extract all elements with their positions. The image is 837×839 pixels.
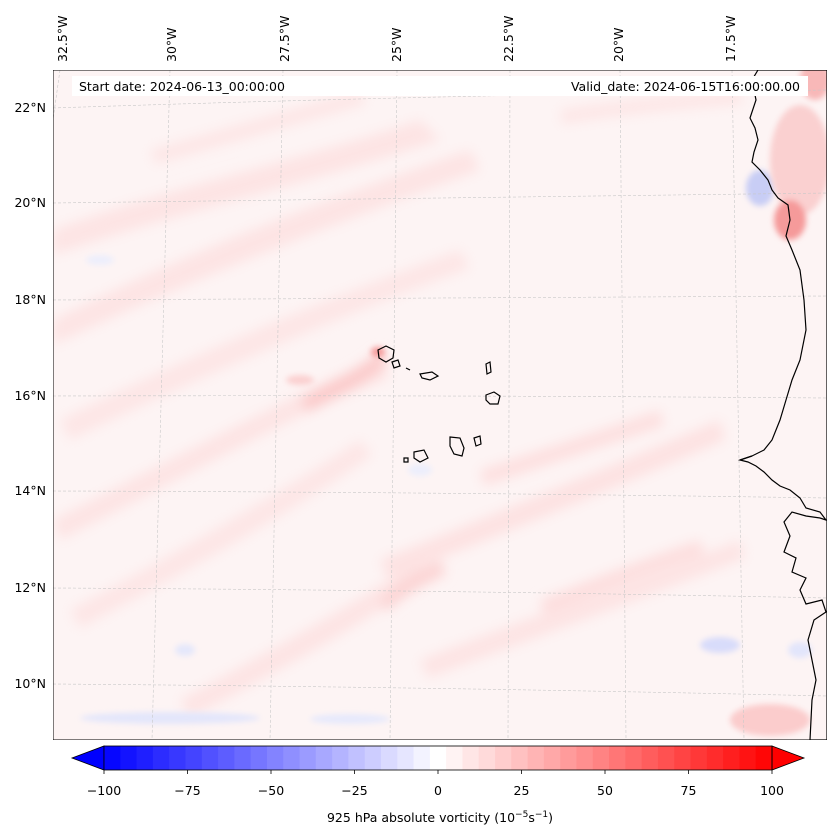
colorbar-cell xyxy=(739,746,757,770)
colorbar-cell xyxy=(576,746,594,770)
map-panel xyxy=(53,70,827,740)
start-date: Start date: 2024-06-13_00:00:00 xyxy=(79,79,285,94)
colorbar-tick-label: 25 xyxy=(514,783,530,798)
colorbar-ticks: −100 −75 −50 −25 0 25 50 75 100 xyxy=(87,770,784,798)
colorbar-tick-label: −75 xyxy=(174,783,200,798)
colorbar-cell xyxy=(723,746,741,770)
colorbar-cell xyxy=(429,746,447,770)
colorbar-cell xyxy=(657,746,675,770)
colorbar-cells xyxy=(104,746,773,770)
lon-label: 27.5°W xyxy=(277,16,292,62)
africa-coastline xyxy=(737,70,827,740)
colorbar-cell xyxy=(478,746,496,770)
colorbar-cell xyxy=(706,746,724,770)
lat-label: 10°N xyxy=(14,676,46,691)
colorbar-cell xyxy=(543,746,561,770)
colorbar-cell xyxy=(185,746,203,770)
colorbar-cell xyxy=(283,746,301,770)
colorbar-max-extend xyxy=(771,745,806,771)
colorbar-tick-label: −100 xyxy=(87,783,121,798)
colorbar-cell xyxy=(299,746,317,770)
colorbar-cell xyxy=(250,746,268,770)
colorbar-tick-label: 75 xyxy=(681,783,697,798)
colorbar-cell xyxy=(348,746,366,770)
gridlines xyxy=(53,70,827,740)
colorbar-cell xyxy=(120,746,138,770)
colorbar-cell xyxy=(446,746,464,770)
lon-label: 22.5°W xyxy=(501,16,516,62)
lon-label: 25°W xyxy=(389,27,404,62)
colorbar-cell xyxy=(690,746,708,770)
colorbar-cell xyxy=(641,746,659,770)
colorbar-cell xyxy=(609,746,626,770)
lat-label: 18°N xyxy=(14,292,46,307)
colorbar-cell xyxy=(201,746,219,770)
colorbar-cell xyxy=(136,746,154,770)
colorbar-cell xyxy=(674,746,692,770)
colorbar-cell xyxy=(152,746,170,770)
colorbar-tick-label: −25 xyxy=(341,783,367,798)
colorbar-cell xyxy=(511,746,529,770)
colorbar-cell xyxy=(266,746,284,770)
negative-vorticity xyxy=(80,170,812,724)
colorbar-min-extend xyxy=(70,745,105,771)
colorbar-cell xyxy=(527,746,545,770)
lon-label: 30°W xyxy=(164,27,179,62)
colorbar-cell xyxy=(315,746,333,770)
lat-label: 16°N xyxy=(14,388,46,403)
lat-labels: 22°N 20°N 18°N 16°N 14°N 12°N 10°N xyxy=(14,100,46,691)
colorbar: −100 −75 −50 −25 0 25 50 75 100 925 hPa absolute… xyxy=(70,745,806,825)
colorbar-cell xyxy=(104,746,121,770)
colorbar-cell xyxy=(462,746,480,770)
lon-label: 17.5°W xyxy=(723,16,738,62)
lon-label: 20°W xyxy=(611,27,626,62)
colorbar-cell xyxy=(560,746,578,770)
lat-label: 22°N xyxy=(14,100,46,115)
colorbar-cell xyxy=(380,746,398,770)
colorbar-tick-label: 50 xyxy=(597,783,613,798)
colorbar-cell xyxy=(218,746,235,770)
lat-label: 14°N xyxy=(14,483,46,498)
colorbar-tick-label: 0 xyxy=(434,783,442,798)
cape-verde-islands xyxy=(377,345,753,463)
title-box: Start date: 2024-06-13_00:00:00 Valid_da… xyxy=(72,76,808,96)
lat-label: 12°N xyxy=(14,580,46,595)
colorbar-tick-label: −50 xyxy=(258,783,284,798)
coastal-vorticity xyxy=(286,70,827,736)
lon-label: 32.5°W xyxy=(55,16,70,62)
colorbar-cell xyxy=(169,746,187,770)
colorbar-cell xyxy=(755,746,773,770)
colorbar-cell xyxy=(364,746,382,770)
colorbar-cell xyxy=(332,746,349,770)
colorbar-label: 925 hPa absolute vorticity (10−5s−1) xyxy=(327,810,553,825)
colorbar-cell xyxy=(413,746,431,770)
colorbar-cell xyxy=(625,746,643,770)
colorbar-cell xyxy=(495,746,512,770)
colorbar-cell xyxy=(592,746,610,770)
valid-date: Valid_date: 2024-06-15T16:00:00.00 xyxy=(571,79,800,94)
lon-labels: 32.5°W 30°W 27.5°W 25°W 22.5°W 20°W 17.5… xyxy=(55,16,738,62)
colorbar-cell xyxy=(234,746,252,770)
colorbar-tick-label: 100 xyxy=(760,783,784,798)
colorbar-cell xyxy=(397,746,415,770)
lat-label: 20°N xyxy=(14,195,46,210)
